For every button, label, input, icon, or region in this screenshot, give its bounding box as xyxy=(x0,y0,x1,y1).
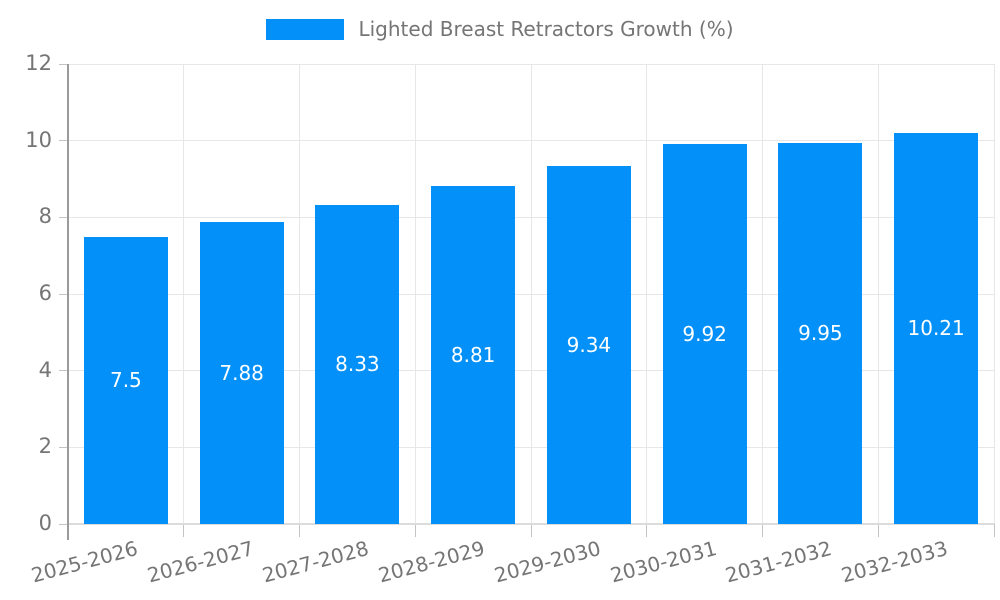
legend-item[interactable]: Lighted Breast Retractors Growth (%) xyxy=(266,17,734,41)
y-tick xyxy=(59,370,68,372)
x-tick xyxy=(762,524,763,537)
v-gridline xyxy=(530,64,532,524)
v-gridline xyxy=(762,64,763,524)
bar[interactable]: 10.21 xyxy=(894,132,979,524)
y-tick xyxy=(59,446,68,448)
bar-value-label: 7.5 xyxy=(109,368,142,393)
y-tick-label: 12 xyxy=(25,51,52,75)
y-tick xyxy=(59,216,68,218)
y-tick-label: 8 xyxy=(38,204,52,229)
plot-area: 7.5 7.88 8.33 8.81 9.34 9.92 9.95 10.21 xyxy=(59,63,995,540)
legend-label: Lighted Breast Retractors Growth (%) xyxy=(358,17,734,41)
bar[interactable]: 9.34 xyxy=(546,165,631,524)
x-tick xyxy=(414,524,416,537)
y-tick xyxy=(59,63,68,65)
y-axis-line xyxy=(67,64,69,540)
bar-value-label: 7.88 xyxy=(219,360,264,385)
bar-value-label: 10.21 xyxy=(907,316,965,341)
x-tick xyxy=(646,524,648,537)
bar-value-label: 9.34 xyxy=(566,332,612,357)
bar[interactable]: 7.88 xyxy=(199,221,284,524)
y-tick-label: 10 xyxy=(25,127,52,152)
bar[interactable]: 7.5 xyxy=(83,236,168,524)
y-tick xyxy=(59,140,68,142)
x-tick xyxy=(183,524,185,537)
y-tick-label: 0 xyxy=(38,511,52,535)
x-tick xyxy=(993,524,995,537)
bar[interactable]: 9.92 xyxy=(662,143,747,524)
v-gridline xyxy=(299,64,300,524)
y-tick-label: 4 xyxy=(38,357,52,382)
bar[interactable]: 8.81 xyxy=(431,186,516,524)
v-gridline xyxy=(646,64,648,524)
y-tick-label: 2 xyxy=(38,434,52,459)
v-gridline xyxy=(183,64,185,524)
bar-value-label: 9.95 xyxy=(798,321,843,346)
x-tick xyxy=(530,524,532,537)
y-tick xyxy=(59,523,68,525)
bar-value-label: 8.81 xyxy=(450,343,496,368)
y-tick xyxy=(59,293,68,295)
x-tick xyxy=(299,524,300,537)
bar[interactable]: 9.95 xyxy=(778,142,863,524)
legend: Lighted Breast Retractors Growth (%) xyxy=(0,17,1000,41)
y-tick-label: 6 xyxy=(38,281,52,305)
v-gridline xyxy=(414,64,416,524)
bar-value-label: 8.33 xyxy=(335,352,380,377)
x-tick xyxy=(877,524,879,537)
v-gridline xyxy=(877,64,879,524)
bar-value-label: 9.92 xyxy=(682,321,727,346)
x-axis-line xyxy=(68,523,994,525)
v-gridline xyxy=(993,64,995,524)
legend-swatch-icon xyxy=(266,18,345,40)
bar[interactable]: 8.33 xyxy=(315,204,400,524)
